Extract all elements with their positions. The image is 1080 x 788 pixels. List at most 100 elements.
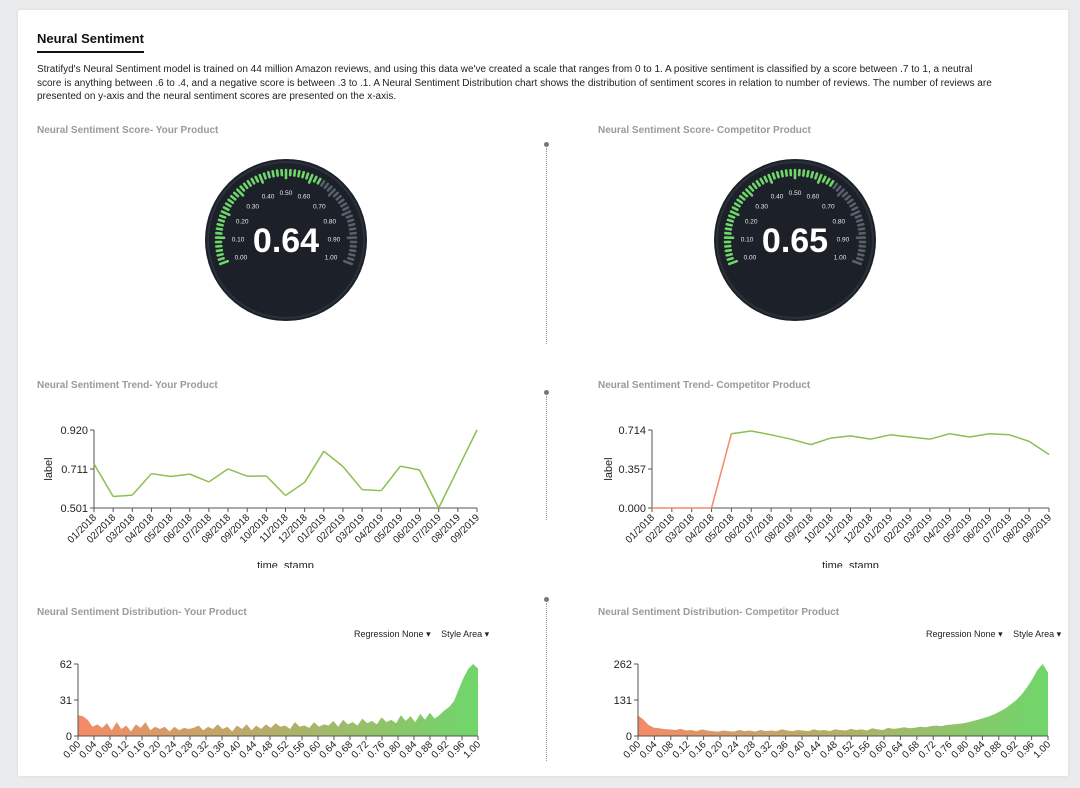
y-tick-label: 31	[60, 695, 72, 707]
gauge-tick	[725, 222, 733, 227]
gauge-tick	[857, 227, 866, 231]
trend-chart-your-product: 0.9200.7110.50101/201802/201803/201804/2…	[43, 425, 482, 568]
style-label: Style Area	[441, 629, 483, 639]
trend-segment	[870, 434, 891, 440]
gauge-tick	[217, 218, 226, 223]
gauge-tick	[323, 182, 330, 190]
gauge-tick	[745, 188, 754, 197]
trend-segment	[890, 434, 911, 438]
gauge-tick-label: 0.30	[755, 203, 768, 210]
chevron-down-icon: ▾	[1056, 629, 1062, 639]
gauge-tick	[759, 177, 765, 185]
gauge-value: 0.65	[762, 222, 828, 260]
y-tick-label: 131	[614, 695, 632, 707]
gauge-tick	[216, 222, 224, 227]
divider-handle[interactable]	[544, 142, 549, 147]
gauge-tick	[337, 198, 345, 205]
gauge-rim	[207, 161, 365, 319]
gauge-tick	[215, 227, 224, 231]
regression-dropdown[interactable]: Regression None ▾	[354, 629, 431, 639]
gauge-tick	[216, 252, 224, 257]
trend-segment	[770, 434, 792, 440]
gauge-tick	[348, 227, 357, 231]
regression-dropdown[interactable]: Regression None ▾	[926, 629, 1003, 639]
x-axis-title: time_stamp	[257, 560, 314, 568]
gauge-tick	[327, 188, 336, 197]
gauge-tick	[347, 256, 355, 261]
trend-segment	[731, 430, 752, 435]
gauge-tick	[771, 172, 776, 180]
style-dropdown[interactable]: Style Area ▾	[441, 629, 489, 639]
trend-segment	[457, 429, 478, 470]
y-tick-label: 0.000	[618, 503, 646, 515]
y-tick-label: 0.357	[618, 464, 646, 476]
column-divider	[546, 603, 547, 761]
gauge-rim	[716, 161, 874, 319]
gauge-tick	[854, 214, 862, 219]
gauge-tick	[250, 177, 256, 185]
gauge-tick-label: 0.80	[324, 218, 337, 225]
gauge-tick-label: 0.00	[235, 254, 248, 261]
gauge-face	[714, 159, 876, 321]
gauge-tick	[780, 169, 784, 178]
gauge-tick	[748, 185, 755, 192]
gauge-tick	[316, 177, 322, 185]
distribution-area	[78, 664, 478, 736]
gauge-tick	[342, 206, 350, 212]
trend-segment	[342, 466, 363, 491]
page-title: Neural Sentiment	[37, 31, 144, 53]
gauge-tick	[851, 259, 863, 266]
gauge-tick	[271, 169, 275, 178]
gauge-tick-label: 0.50	[789, 190, 802, 197]
trend-segment	[710, 433, 733, 509]
gauge-tick-label: 0.70	[822, 203, 835, 210]
gauge-tick	[728, 214, 736, 219]
gauge-tick	[835, 185, 842, 192]
gauge-tick	[262, 172, 267, 180]
trend-segment	[418, 469, 440, 509]
gauge-tick	[829, 179, 835, 187]
gauge-tick	[857, 248, 866, 253]
gauge-tick	[305, 172, 310, 180]
gauge-tick	[736, 198, 744, 205]
gauge-tick	[227, 198, 235, 205]
trend-segment	[380, 465, 401, 492]
y-axis-title: label	[43, 457, 55, 480]
gauge-tick	[232, 191, 240, 198]
y-tick-label: 0	[66, 731, 72, 743]
divider-handle[interactable]	[544, 597, 549, 602]
gauge-tick	[724, 248, 733, 253]
style-label: Style Area	[1013, 629, 1055, 639]
gauge-tick-label: 0.10	[232, 236, 245, 243]
gauge-tick	[816, 173, 823, 184]
distribution-area	[638, 664, 1048, 736]
gauge-tick-label: 0.20	[745, 218, 758, 225]
column-divider	[546, 396, 547, 520]
gauge-tick-label: 0.90	[328, 236, 341, 243]
gauge-tick	[767, 173, 774, 184]
gauge-tick	[266, 170, 271, 179]
gauge-tick	[741, 191, 749, 198]
gauge-tick	[856, 256, 864, 261]
gauge-tick	[215, 248, 224, 253]
divider-handle[interactable]	[544, 390, 549, 395]
trend-segment	[989, 432, 1010, 436]
gauge-tick	[219, 214, 227, 219]
gauge-tick	[341, 210, 352, 217]
gauge-tick	[825, 177, 831, 185]
gauge-tick	[348, 252, 356, 257]
trend-segment	[790, 438, 811, 446]
trend-segment	[751, 430, 772, 436]
trend-segment	[949, 432, 970, 438]
x-tick-label: 1.00	[1032, 739, 1053, 761]
gauge-tick	[348, 248, 357, 253]
gauge-tick	[832, 182, 839, 190]
y-axis-title: label	[603, 457, 615, 480]
trend-segment	[438, 468, 459, 509]
trend-segment	[189, 473, 210, 483]
description-text: Stratifyd's Neural Sentiment model is tr…	[37, 64, 992, 102]
gauge-tick	[218, 259, 230, 266]
style-dropdown[interactable]: Style Area ▾	[1013, 629, 1061, 639]
gauge-tick	[292, 169, 297, 177]
score-competitor-label: Neural Sentiment Score- Competitor Produ…	[598, 125, 811, 136]
